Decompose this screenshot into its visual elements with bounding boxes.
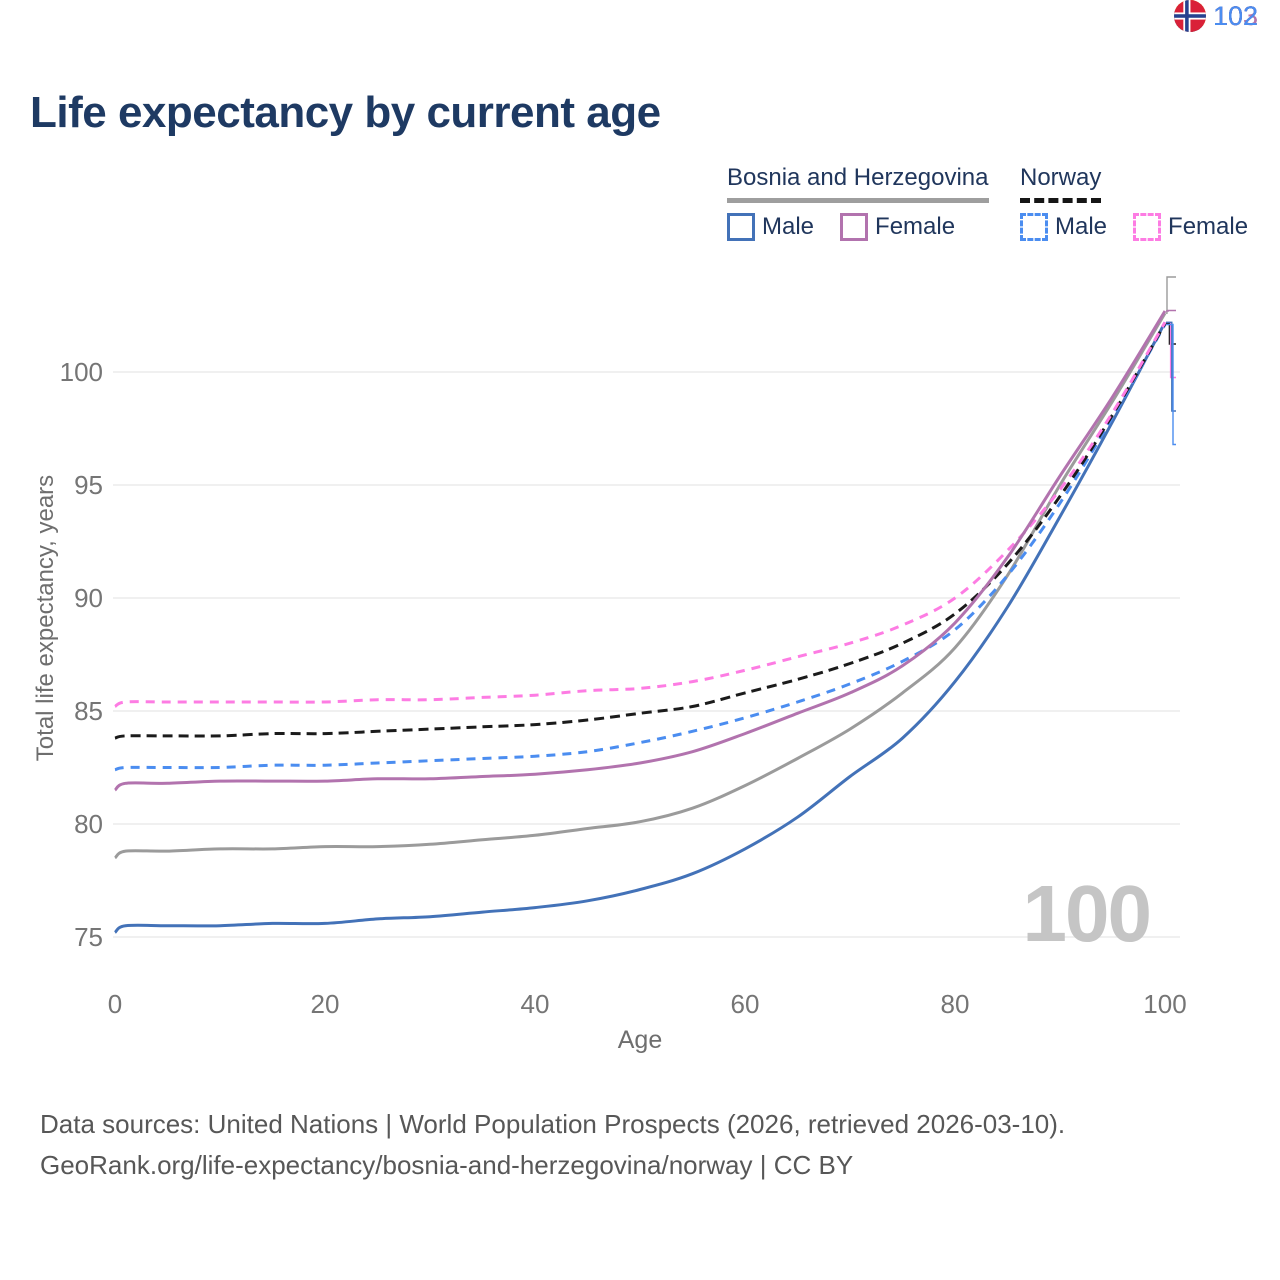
- legend-item-norway-female[interactable]: Female: [1133, 213, 1248, 241]
- data-source-note: Data sources: United Nations | World Pop…: [40, 1104, 1065, 1186]
- svg-text:75: 75: [74, 922, 103, 952]
- x-axis-title: Age: [617, 1026, 663, 1054]
- svg-text:60: 60: [731, 989, 760, 1019]
- endpoint-value: 102: [1213, 0, 1259, 31]
- endpoint-value: 103: [1213, 0, 1259, 31]
- legend-item-label: Female: [1168, 213, 1249, 240]
- solid-line-swatch-icon: [840, 213, 869, 241]
- endpoint-value: 102: [1213, 0, 1259, 31]
- svg-text:20: 20: [311, 989, 340, 1019]
- svg-text:85: 85: [74, 696, 103, 726]
- endpoint-label: 103: [1174, 0, 1258, 32]
- svg-text:80: 80: [941, 989, 970, 1019]
- svg-text:95: 95: [74, 470, 103, 500]
- svg-text:80: 80: [74, 809, 103, 839]
- age-counter-watermark: 100: [1022, 869, 1152, 958]
- source-line-1: Data sources: United Nations | World Pop…: [40, 1109, 1066, 1139]
- endpoint-label: 102: [1174, 0, 1258, 32]
- svg-text:40: 40: [521, 989, 550, 1019]
- legend-item-label: Male: [762, 213, 815, 240]
- svg-text:100: 100: [60, 357, 103, 387]
- endpoint-label: 102: [1174, 0, 1258, 32]
- y-axis-title: Total life expectancy, years: [32, 474, 59, 762]
- solid-line-swatch-icon: [727, 213, 755, 241]
- legend-group-norway: Norway Male Female: [1020, 164, 1248, 241]
- endpoint-value: 103: [1213, 0, 1259, 31]
- legend-item-bosnia-female[interactable]: Female: [840, 213, 955, 241]
- endpoint-label: 102: [1174, 0, 1258, 32]
- legend-country-norway: Norway: [1020, 164, 1102, 203]
- source-line-2: GeoRank.org/life-expectancy/bosnia-and-h…: [40, 1150, 854, 1180]
- svg-text:100: 100: [1143, 989, 1186, 1019]
- dashed-line-swatch-icon: [1020, 213, 1048, 241]
- endpoint-label: 102: [1174, 0, 1258, 32]
- legend-item-bosnia-male[interactable]: Male: [727, 213, 814, 241]
- legend-item-norway-male[interactable]: Male: [1020, 213, 1107, 241]
- svg-text:0: 0: [108, 989, 122, 1019]
- endpoint-label: 103: [1174, 0, 1258, 32]
- legend-items-bosnia: Male Female: [727, 213, 989, 241]
- page-title: Life expectancy by current age: [30, 88, 661, 137]
- legend-country-bosnia: Bosnia and Herzegovina: [727, 164, 989, 203]
- legend-item-label: Male: [1055, 213, 1108, 240]
- norway-flag-icon: [1174, 0, 1206, 32]
- endpoint-value: 102: [1213, 0, 1259, 31]
- legend-items-norway: Male Female: [1020, 213, 1248, 241]
- legend-group-bosnia: Bosnia and Herzegovina Male Female: [727, 164, 989, 241]
- dashed-line-swatch-icon: [1133, 213, 1162, 241]
- svg-text:90: 90: [74, 583, 103, 613]
- legend-item-label: Female: [875, 213, 956, 240]
- endpoint-value: 102: [1213, 0, 1259, 31]
